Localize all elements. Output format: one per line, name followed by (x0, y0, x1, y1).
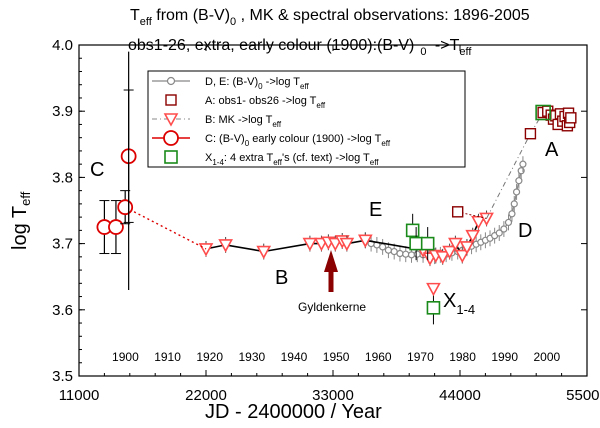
legend-C-marker (163, 130, 179, 146)
series-C-point (117, 199, 134, 216)
label-A: A (545, 139, 559, 161)
year-label: 1960 (365, 350, 392, 364)
year-label: 1930 (238, 350, 265, 364)
label-gyldenkerne: Gyldenkerne (298, 300, 366, 314)
chart-title-line1: Teff from (B-V)0 , MK & spectral observa… (130, 7, 530, 28)
series-D-point (519, 160, 527, 168)
year-label: 1940 (281, 350, 308, 364)
x-axis-label: JD - 2400000 / Year (205, 401, 382, 423)
label-D: D (518, 220, 532, 242)
series-C-connector (124, 206, 207, 250)
series-C-point (108, 219, 124, 235)
series-B-point (459, 241, 475, 255)
series-A-point (451, 206, 464, 218)
series-D-line (365, 164, 524, 257)
y-axis-label: log Teff (9, 191, 33, 250)
legend-B-marker (163, 113, 179, 127)
label-C: C (90, 159, 104, 181)
series-X-point (409, 236, 423, 251)
x-tick-label: 11000 (59, 387, 100, 404)
legend-label-X: X1-4: 4 extra Teff's (cf. text) ->log Te… (205, 152, 379, 167)
year-label: 2000 (533, 350, 560, 364)
legend-A-marker (165, 94, 177, 106)
series-B-point (357, 234, 373, 248)
legend-label-C: C: (B-V)0 early colour (1900) ->log Teff (205, 133, 391, 148)
year-label: 1910 (154, 350, 181, 364)
legend-D-marker (166, 76, 176, 86)
series-B-point (465, 229, 481, 244)
label-E: E (369, 199, 382, 221)
series-D-point (390, 247, 398, 256)
series-D-point (402, 250, 410, 258)
series-D-point (510, 200, 518, 208)
gyldenkerne-arrow (324, 250, 338, 292)
y-tick-label: 3.8 (52, 169, 73, 186)
series-D-point (396, 249, 404, 258)
series-D-point (515, 177, 523, 185)
series-D-point (407, 251, 416, 259)
x-tick-label: 22000 (185, 387, 227, 404)
series-X-point (420, 236, 435, 251)
year-label: 1980 (449, 350, 476, 364)
series-B-point (198, 243, 214, 257)
series-D-point (512, 188, 521, 196)
series-D-point (384, 246, 393, 254)
series-X-point (405, 223, 420, 238)
label-B: B (275, 267, 288, 289)
year-label: 1900 (112, 350, 139, 364)
series-D-point (495, 229, 503, 237)
series-D-point (500, 225, 508, 233)
y-tick-label: 3.5 (52, 368, 73, 385)
legend-label-B: B: MK ->log Teff (205, 114, 282, 129)
series-D-point (379, 243, 387, 251)
legend-box (147, 70, 466, 168)
y-tick-label: 4.0 (52, 37, 73, 54)
chart-title-line2: obs1-26, extra, early colour (1900):(B-V… (128, 37, 472, 58)
x-tick-label: 44000 (439, 387, 481, 404)
series-B-point (218, 239, 233, 253)
series-B-point (448, 237, 463, 252)
series-X-point (426, 301, 441, 315)
y-tick-label: 3.7 (52, 236, 73, 253)
year-label: 1970 (407, 350, 434, 364)
series-B-point (426, 282, 441, 297)
x-tick-label: 33000 (312, 387, 354, 404)
x-tick-label: 55000 (566, 387, 600, 404)
series-B-point (435, 251, 451, 265)
legend-X-marker (164, 150, 178, 164)
series-B-point (256, 245, 272, 260)
year-label: 1990 (491, 350, 518, 364)
legend-label-D: D, E: (B-V)0 ->log Teff (205, 76, 310, 91)
y-tick-label: 3.6 (52, 302, 73, 319)
series-B-point (442, 245, 457, 260)
year-label: 1920 (196, 350, 223, 364)
legend: D, E: (B-V)0 ->log Teff A: obs1- obs26 ->… (147, 70, 466, 168)
label-X: X1-4 (443, 290, 475, 317)
series-B-point (479, 212, 494, 227)
series-D-point (413, 250, 421, 258)
legend-label-A: A: obs1- obs26 ->log Teff (205, 95, 326, 110)
year-label: 1950 (323, 350, 350, 364)
series-B-point (454, 249, 470, 264)
series-B-point (302, 237, 318, 252)
series-A-point (524, 128, 537, 140)
y-tick-label: 3.9 (52, 103, 73, 120)
series-A-highlight (535, 104, 551, 121)
series-D-point (508, 210, 516, 218)
series-B-point (339, 237, 355, 252)
series-A-point (565, 112, 577, 124)
series-A-connector (486, 133, 531, 219)
series-D-point (504, 218, 513, 227)
